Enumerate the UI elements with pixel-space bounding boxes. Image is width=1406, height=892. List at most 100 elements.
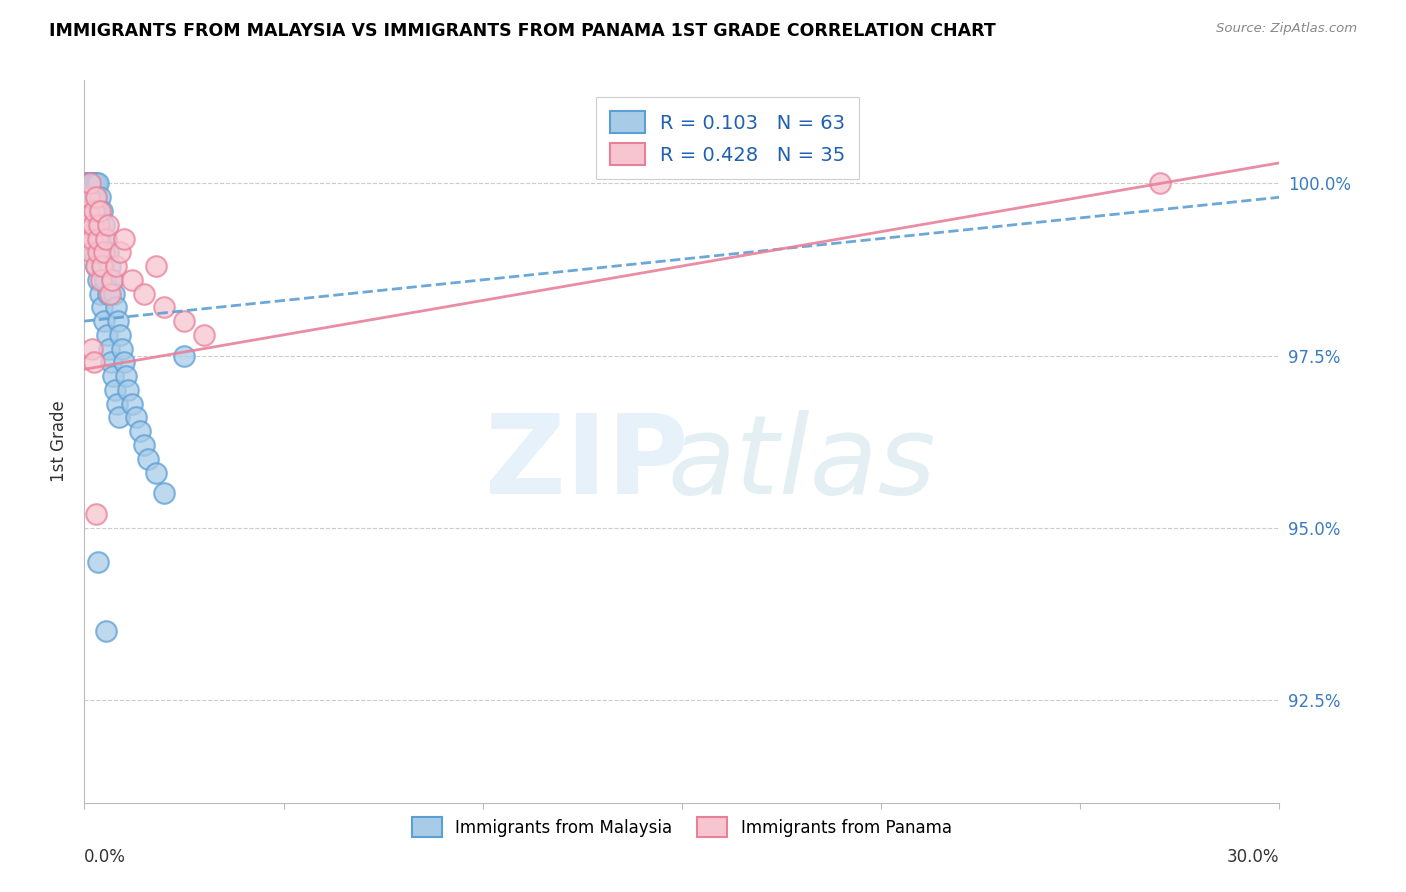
Point [84,177,107,191]
Point [153,301,176,315]
Point [108,410,131,425]
Point [145,259,167,273]
Point [86,218,108,232]
Point [83,245,105,260]
Point [97,286,120,301]
Point [91,259,114,273]
Point [145,466,167,480]
Point [76,218,98,232]
Point [173,349,195,363]
Text: IMMIGRANTS FROM MALAYSIA VS IMMIGRANTS FROM PANAMA 1ST GRADE CORRELATION CHART: IMMIGRANTS FROM MALAYSIA VS IMMIGRANTS F… [49,22,995,40]
Point [121,397,143,411]
Point [193,327,215,342]
Point [112,231,135,245]
Point [98,259,121,273]
Point [80,177,103,191]
Point [83,204,105,219]
Point [80,245,103,260]
Point [105,301,128,315]
Text: atlas: atlas [666,409,936,516]
Point [75,231,97,245]
Point [98,342,121,356]
Point [125,410,148,425]
Point [86,259,108,273]
Point [107,314,129,328]
Point [77,190,100,204]
Point [129,424,152,438]
Point [101,369,124,384]
Text: Source: ZipAtlas.com: Source: ZipAtlas.com [1216,22,1357,36]
Point [1149,177,1171,191]
Point [121,273,143,287]
Point [107,397,129,411]
Point [77,177,100,191]
Point [104,383,127,397]
Point [96,231,118,245]
Point [87,231,110,245]
Point [153,486,176,500]
Point [90,245,112,260]
Point [77,190,100,204]
Text: 30.0%: 30.0% [1227,847,1279,865]
Point [86,259,108,273]
Point [132,438,156,452]
Point [132,286,156,301]
Point [93,259,115,273]
Point [94,273,117,287]
Text: 0.0%: 0.0% [84,847,127,865]
Point [101,273,124,287]
Point [87,204,110,219]
Point [82,342,104,356]
Text: ZIP: ZIP [485,409,688,516]
Point [86,507,108,521]
Point [93,314,115,328]
Point [87,273,110,287]
Point [111,342,134,356]
Point [89,204,111,219]
Point [79,204,101,219]
Point [91,301,114,315]
Point [93,245,115,260]
Point [84,204,107,219]
Point [110,245,132,260]
Point [82,218,104,232]
Point [79,177,101,191]
Legend: Immigrants from Malaysia, Immigrants from Panama: Immigrants from Malaysia, Immigrants fro… [404,809,960,845]
Point [76,177,98,191]
Point [79,177,101,191]
Point [82,231,104,245]
Point [75,177,97,191]
Point [110,327,132,342]
Point [89,190,111,204]
Point [83,177,105,191]
Point [86,177,108,191]
Point [97,218,120,232]
Point [101,273,124,287]
Point [83,355,105,369]
Point [96,327,118,342]
Point [77,204,100,219]
Point [87,231,110,245]
Point [112,355,135,369]
Point [87,555,110,569]
Point [86,190,108,204]
Point [79,177,101,191]
Point [89,286,111,301]
Point [96,624,118,638]
Point [77,177,100,191]
Point [91,204,114,219]
Point [100,355,122,369]
Point [90,273,112,287]
Point [103,286,125,301]
Y-axis label: 1st Grade: 1st Grade [49,401,67,483]
Point [89,218,111,232]
Point [80,218,103,232]
Point [98,286,121,301]
Point [105,259,128,273]
Point [82,177,104,191]
Point [97,245,120,260]
Point [82,231,104,245]
Point [117,383,139,397]
Point [82,190,104,204]
Point [84,190,107,204]
